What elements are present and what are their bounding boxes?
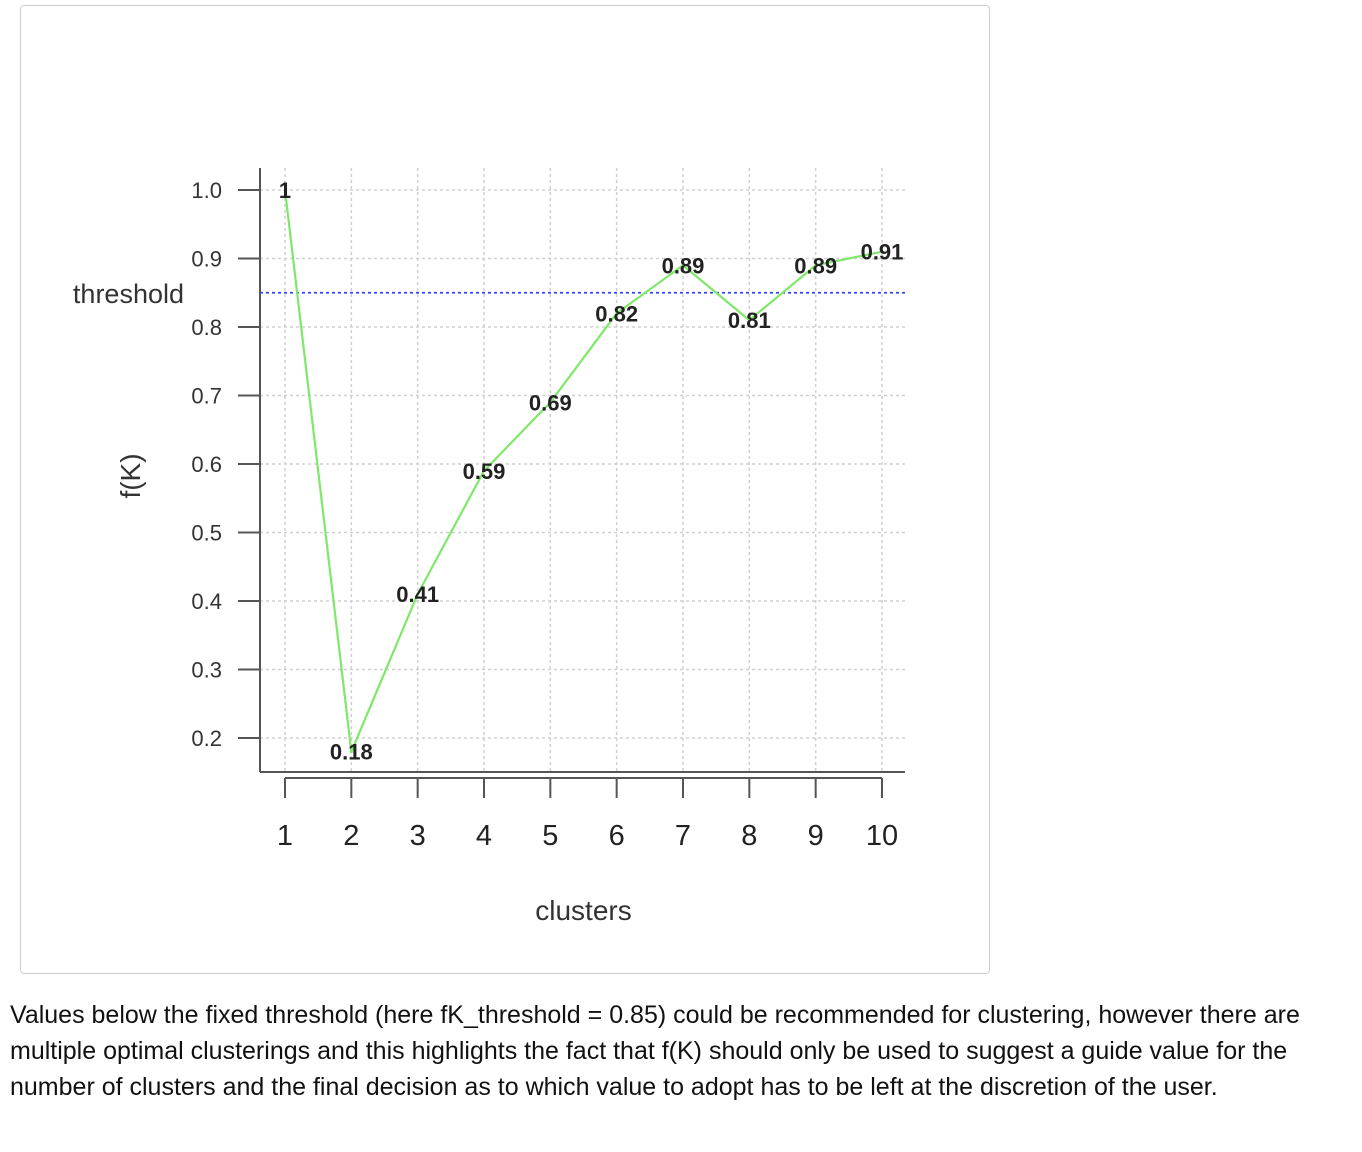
x-tick-label: 4: [476, 820, 492, 852]
data-point: [615, 311, 619, 315]
x-tick-label: 5: [542, 820, 558, 852]
series: [283, 188, 884, 754]
x-tick-label: 8: [741, 820, 757, 852]
data-point: [283, 188, 287, 192]
data-point: [482, 469, 486, 473]
x-tick-label: 2: [343, 820, 359, 852]
data-label: 0.69: [529, 390, 572, 415]
chart: 0.2 0.3 0.4 0.5 0.6 0.7 0.8 0.9 1.0 1 2 3 4 5 6 7 8 9 10 t…: [73, 168, 905, 926]
data-point: [416, 592, 420, 596]
x-tick-label: 3: [410, 820, 426, 852]
data-point: [747, 318, 751, 322]
data-point: [814, 263, 818, 267]
figure-caption: Values below the fixed threshold (here f…: [10, 1001, 1300, 1101]
data-point: [880, 250, 884, 254]
x-tick-label: 6: [609, 820, 625, 852]
series-line: [283, 189, 883, 753]
y-tick-label: 0.5: [191, 521, 222, 546]
y-tick-label: 0.9: [191, 247, 222, 272]
y-tick-label: 0.3: [191, 658, 222, 683]
axes: 0.2 0.3 0.4 0.5 0.6 0.7 0.8 0.9 1.0 1 2 3 4 5 6 7 8 9 10: [191, 168, 905, 852]
x-tick-label: 10: [866, 820, 898, 852]
data-point: [681, 263, 685, 267]
data-label: 0.82: [595, 301, 638, 326]
y-axis-title: f(K): [115, 453, 146, 498]
y-tick-label: 0.8: [191, 315, 222, 340]
y-tick-label: 0.7: [191, 384, 222, 409]
x-tick-label: 9: [808, 820, 824, 852]
data-label: 0.18: [330, 740, 373, 765]
figure-frame: [20, 5, 990, 974]
data-point: [548, 400, 552, 404]
data-label: 0.89: [662, 253, 705, 278]
y-tick-label: 1.0: [191, 178, 222, 203]
y-tick-label: 0.6: [191, 452, 222, 477]
data-label: 0.91: [861, 240, 904, 265]
data-label: 0.59: [463, 459, 506, 484]
data-label: 0.41: [396, 582, 439, 607]
data-labels: 1 0.18 0.41 0.59 0.69 0.82 0.89 0.81 0.89 0.91: [279, 178, 904, 765]
data-point: [349, 750, 353, 754]
x-tick-label: 1: [277, 820, 293, 852]
x-tick-label: 7: [675, 820, 691, 852]
data-label: 0.81: [728, 308, 771, 333]
x-axis-title: clusters: [535, 895, 631, 926]
threshold-label: threshold: [73, 279, 184, 309]
y-tick-label: 0.4: [191, 589, 222, 614]
y-tick-label: 0.2: [191, 726, 222, 751]
data-label: 0.89: [794, 253, 837, 278]
data-label: 1: [279, 178, 291, 203]
